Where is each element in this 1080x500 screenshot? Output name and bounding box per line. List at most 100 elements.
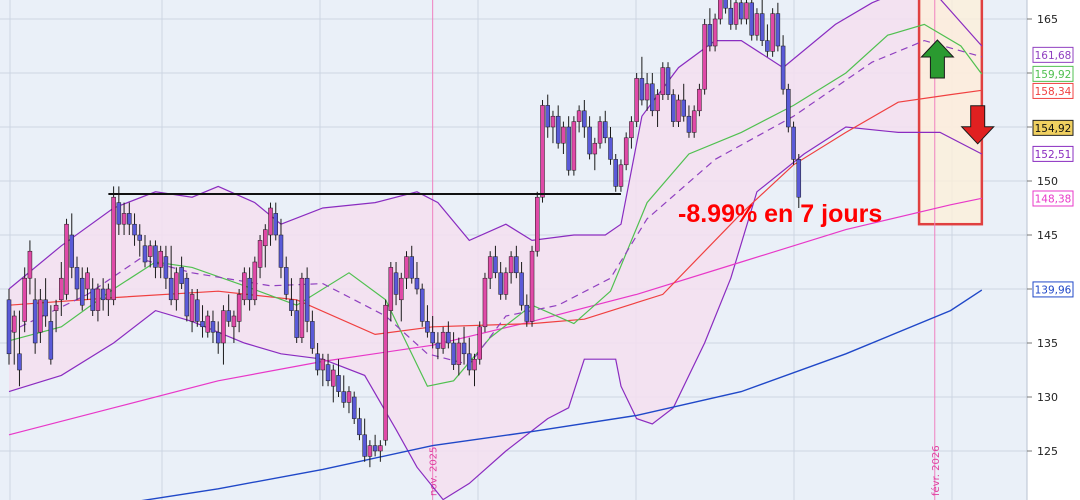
candle-body (283, 267, 289, 295)
candle-body (702, 24, 707, 90)
candle-body (686, 115, 692, 133)
candle-body (242, 272, 247, 301)
candle-body (367, 445, 373, 457)
candle-body (603, 121, 608, 139)
candle-body (514, 256, 519, 274)
candle (587, 116, 592, 160)
candle-body (461, 342, 467, 355)
arrow-down-icon (960, 105, 995, 145)
candle (529, 245, 535, 327)
candle-body (775, 13, 781, 47)
candle (414, 262, 420, 295)
candle (226, 294, 231, 327)
candle-body (644, 83, 650, 101)
candle (550, 110, 556, 144)
candle (514, 245, 519, 279)
candle-body (205, 315, 211, 333)
candle (168, 245, 174, 306)
candle-body (346, 391, 352, 403)
candle-body (121, 213, 127, 225)
candle-body (79, 277, 85, 306)
candle-body (362, 434, 367, 457)
candle-body (336, 375, 341, 392)
candle-body (294, 310, 299, 338)
candle-body (613, 159, 618, 187)
candle-body (184, 277, 190, 317)
candle-body (671, 94, 676, 122)
candle-body (27, 250, 33, 279)
candle-body (22, 277, 27, 322)
candle (331, 364, 336, 403)
candle (95, 283, 101, 322)
candle (660, 62, 666, 100)
y-tick-label: 150 (1037, 175, 1058, 188)
candle (32, 278, 38, 354)
candle (461, 326, 467, 365)
candle (440, 326, 446, 354)
candle-body (728, 7, 734, 25)
ma-green-line (8, 23, 983, 387)
candle (163, 245, 169, 289)
candle (189, 289, 195, 333)
candle-body (608, 137, 613, 160)
candle (85, 267, 90, 300)
candle-body (278, 234, 284, 268)
candle (576, 105, 582, 133)
candle (27, 240, 33, 295)
candle-body (655, 94, 660, 112)
candle-body (210, 321, 216, 333)
candle-body (304, 277, 310, 322)
candle (728, 0, 734, 30)
candle (242, 267, 247, 306)
candle-body (100, 288, 106, 301)
candle (503, 267, 509, 300)
candle-body (215, 331, 221, 344)
candle (153, 240, 158, 279)
candle (106, 283, 111, 316)
candle (388, 262, 394, 322)
candle-body (754, 13, 760, 36)
candle-body (623, 137, 629, 166)
candle-body (393, 272, 399, 295)
candle-body (189, 294, 195, 322)
candle (184, 272, 190, 322)
candle (362, 418, 367, 462)
candle (487, 251, 493, 289)
candle-body (508, 256, 514, 274)
candle-body (320, 358, 326, 371)
candle (482, 272, 488, 333)
candle-body (477, 326, 482, 360)
candle-body (200, 321, 205, 328)
candle-body (555, 115, 561, 144)
candle-body (430, 331, 435, 344)
candle-body (529, 250, 535, 322)
date-marker-label: févr. 2026 (930, 445, 942, 496)
candle-body (409, 256, 414, 279)
candle-body (796, 159, 802, 198)
candle (195, 289, 200, 327)
candle (571, 116, 577, 176)
candle (22, 267, 27, 333)
candle (142, 235, 148, 268)
candle (315, 343, 320, 376)
candle (759, 0, 765, 46)
candle-body (378, 445, 383, 452)
candle (686, 105, 692, 138)
candle (467, 337, 472, 376)
candle-body (158, 250, 163, 268)
candle (733, 0, 739, 30)
candle (671, 89, 676, 127)
candle-body (116, 202, 122, 225)
candle (210, 310, 216, 343)
candle-body (43, 299, 48, 317)
candle (665, 62, 671, 100)
candle-body (576, 110, 582, 122)
value-tag-label: 161,68 (1035, 50, 1072, 62)
candle-body (665, 67, 671, 95)
candle (74, 256, 80, 300)
candle (650, 73, 655, 117)
candle-body (597, 121, 603, 144)
candle-body (587, 126, 592, 155)
candle-body (38, 299, 43, 333)
candle (639, 56, 645, 106)
